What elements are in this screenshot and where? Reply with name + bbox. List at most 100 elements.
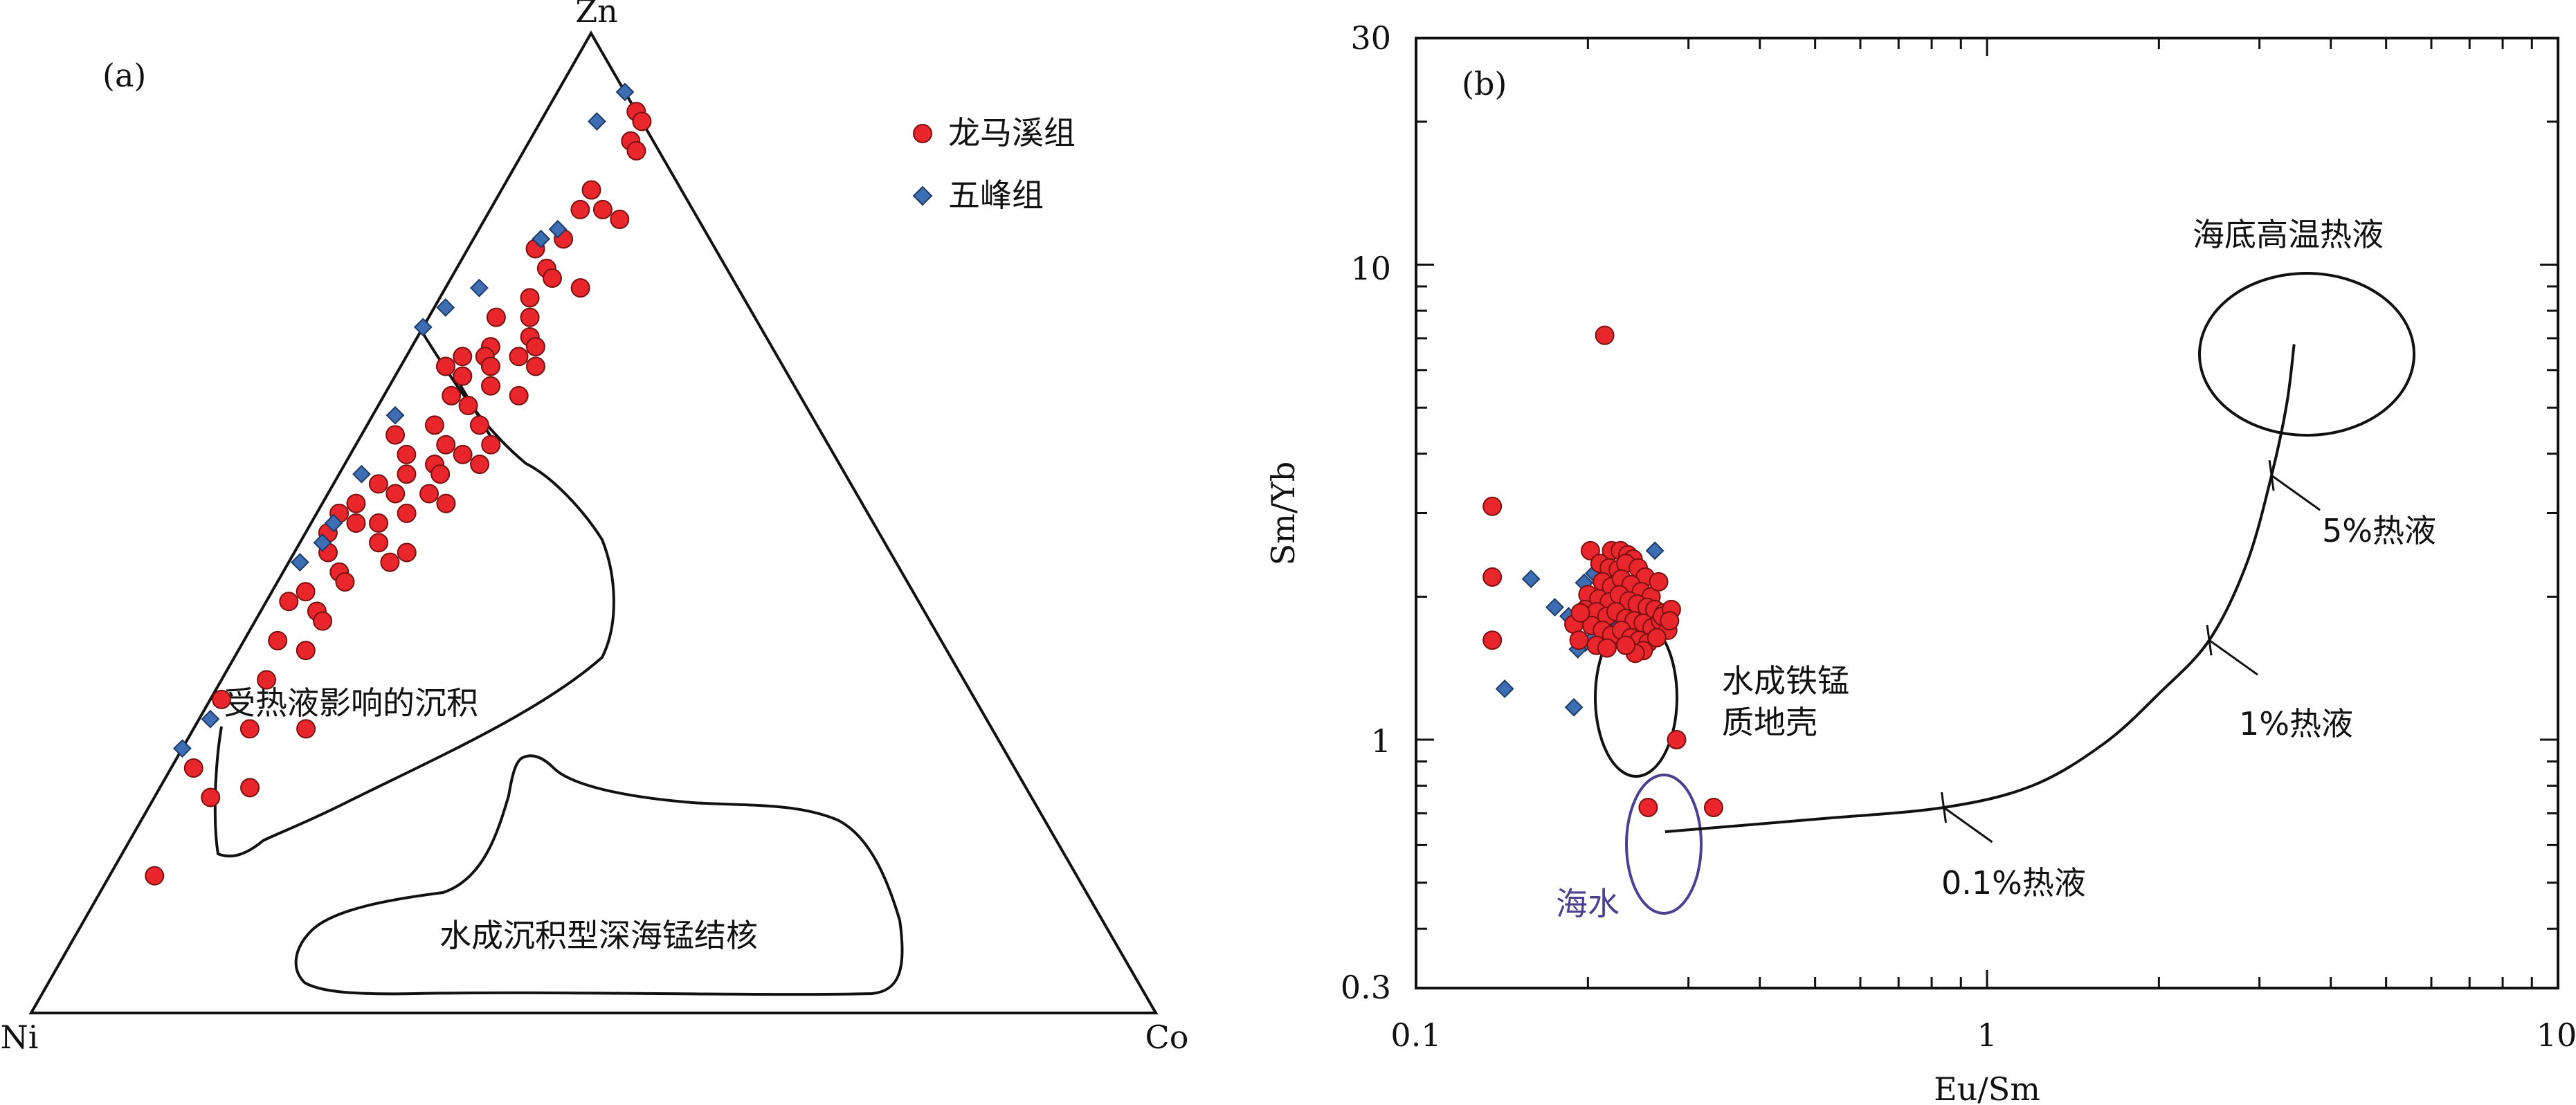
longmaxi-point: [380, 552, 400, 572]
ternary-points: [145, 82, 652, 886]
longmaxi-point: [525, 337, 545, 357]
field-label-high-temp-hydrothermal: 海底高温热液: [2193, 216, 2384, 253]
longmaxi-point: [436, 493, 456, 513]
mix-label-leader: [2271, 474, 2321, 511]
longmaxi-point: [296, 582, 316, 602]
field-label-mn-nodule: 水成沉积型深海锰结核: [439, 917, 758, 954]
longmaxi-point: [458, 396, 478, 416]
axis-ticks: [1415, 37, 2559, 989]
longmaxi-point: [1703, 797, 1723, 817]
longmaxi-point: [570, 278, 590, 298]
mix-label-leader: [2208, 639, 2258, 676]
longmaxi-point: [1482, 630, 1503, 650]
longmaxi-point: [481, 435, 501, 455]
y-tick-label-0: 0.3: [1341, 969, 1391, 1006]
wufeng-point: [588, 112, 606, 131]
mix-label-leader: [1943, 806, 1993, 843]
longmaxi-point: [436, 435, 456, 455]
log-plot-points: [1482, 325, 1723, 817]
longmaxi-point: [240, 778, 260, 798]
wufeng-point: [386, 405, 405, 425]
longmaxi-point: [368, 474, 388, 494]
legend-wufeng-label: 五峰组: [948, 176, 1044, 214]
y-tick-label-1: 1: [1371, 722, 1391, 760]
longmaxi-point: [1667, 730, 1687, 750]
longmaxi-point: [570, 199, 590, 219]
longmaxi-point: [453, 366, 473, 386]
longmaxi-point: [212, 689, 232, 709]
panel-a-label: (a): [102, 57, 146, 94]
longmaxi-point: [386, 425, 406, 445]
hydrothermal-sediment-field: [213, 331, 615, 858]
longmaxi-point: [520, 288, 540, 308]
mix-label-1pct: 1%热液: [2239, 705, 2353, 742]
wufeng-point: [352, 464, 371, 484]
longmaxi-point: [632, 111, 652, 131]
wufeng-point: [469, 278, 489, 298]
longmaxi-point: [610, 210, 630, 230]
y-tick-label-2: 10: [1350, 250, 1391, 287]
seawater-field: [1625, 774, 1703, 915]
longmaxi-point: [1482, 567, 1503, 587]
x-tick-label-1: 1: [1977, 1016, 1997, 1054]
longmaxi-point: [369, 513, 388, 533]
wufeng-point: [1545, 598, 1564, 617]
longmaxi-point: [1660, 611, 1680, 631]
longmaxi-point: [369, 533, 389, 553]
vertex-label-ni: Ni: [1, 1019, 39, 1056]
longmaxi-point: [201, 787, 221, 807]
longmaxi-point: [183, 758, 203, 778]
plot-area: [1482, 272, 2415, 915]
longmaxi-point: [1482, 496, 1503, 516]
longmaxi-point: [470, 455, 490, 475]
field-label-hydrothermal-sediment: 受热液影响的沉积: [224, 684, 478, 722]
wufeng-point: [324, 513, 343, 533]
longmaxi-point: [346, 513, 366, 533]
longmaxi-point: [480, 356, 500, 376]
x-tick-label-0: 0.1: [1390, 1016, 1441, 1054]
longmaxi-point: [1647, 628, 1667, 648]
longmaxi-point: [1570, 603, 1590, 623]
longmaxi-point: [581, 180, 601, 200]
longmaxi-point: [1595, 325, 1615, 345]
longmaxi-point: [419, 484, 439, 504]
longmaxi-point: [525, 356, 545, 376]
legend: 龙马溪组 五峰组: [912, 114, 1076, 214]
longmaxi-point: [397, 503, 417, 523]
wufeng-point: [173, 739, 192, 758]
longmaxi-point: [1649, 572, 1669, 592]
x-axis-label: Eu/Sm: [1934, 1070, 2040, 1105]
vertex-label-co: Co: [1145, 1019, 1189, 1056]
longmaxi-point: [397, 464, 417, 484]
longmaxi-point: [509, 385, 529, 405]
mix-label-5pct: 5%热液: [2322, 512, 2436, 549]
legend-wufeng-marker: [912, 185, 933, 206]
wufeng-point: [1495, 679, 1514, 698]
longmaxi-point: [520, 307, 540, 327]
field-label-seawater: 海水: [1556, 885, 1620, 922]
longmaxi-point: [346, 493, 366, 513]
legend-longmaxi-label: 龙马溪组: [948, 114, 1076, 152]
x-tick-label-2: 10: [2537, 1016, 2576, 1054]
longmaxi-point: [335, 572, 355, 592]
vertex-label-zn: Zn: [575, 0, 618, 30]
longmaxi-point: [442, 385, 462, 405]
longmaxi-point: [397, 444, 417, 464]
longmaxi-point: [543, 268, 562, 288]
longmaxi-point: [397, 542, 417, 563]
ternary-triangle: [28, 30, 1159, 1014]
longmaxi-point: [469, 415, 489, 435]
wufeng-point: [548, 219, 568, 239]
longmaxi-point: [435, 356, 455, 376]
mn-nodule-field: [294, 754, 904, 996]
wufeng-point: [1645, 541, 1665, 560]
wufeng-point: [436, 298, 455, 317]
mix-label-0-1pct: 0.1%热液: [1941, 864, 2086, 902]
longmaxi-point: [145, 866, 165, 886]
legend-longmaxi-marker: [913, 124, 932, 143]
panel-a-ternary-diagram: (a) Zn Ni Co 受热液影响的沉积 水成沉积型深海锰结核 龙马溪组 五峰…: [1, 0, 1189, 1056]
longmaxi-point: [481, 376, 501, 396]
longmaxi-point: [424, 415, 444, 435]
longmaxi-point: [257, 670, 277, 690]
